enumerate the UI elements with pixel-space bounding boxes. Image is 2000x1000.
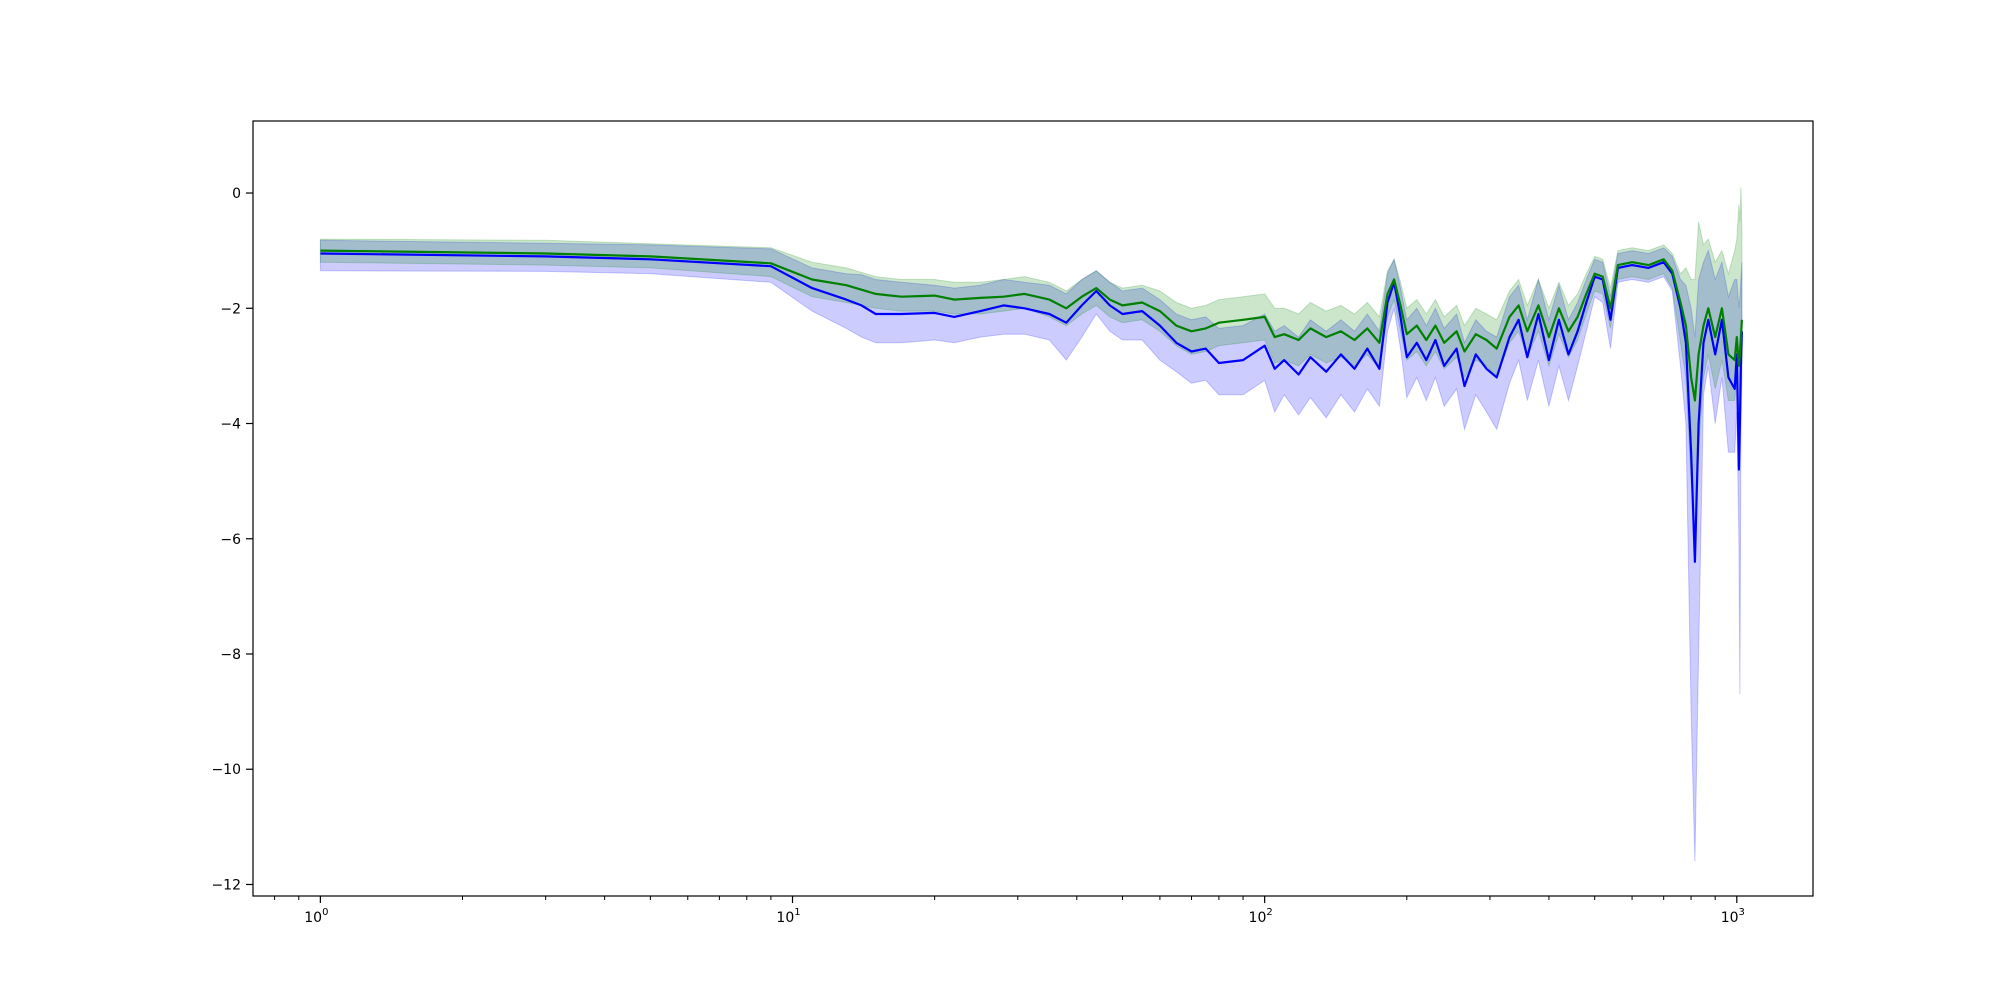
y-tick-label: 0: [232, 186, 241, 202]
y-tick-label: −10: [211, 762, 241, 778]
series-1-band: [319, 239, 1743, 862]
y-tick-label: −4: [220, 417, 241, 433]
y-tick-label: −2: [220, 301, 241, 317]
y-axis: 0 −2 −4 −6 −8 −10 −12: [211, 186, 253, 893]
x-tick-label: 102: [1249, 907, 1273, 926]
series-lines: [320, 249, 1743, 563]
x-tick-label: 103: [1721, 907, 1745, 926]
x-tick-label: 101: [776, 907, 800, 926]
y-tick-label: −12: [211, 877, 241, 893]
x-axis: 100 101 102 103: [274, 896, 1745, 926]
y-tick-label: −6: [220, 532, 241, 548]
x-tick-label: 100: [304, 907, 328, 926]
series-2-line: [320, 249, 1743, 402]
y-tick-label: −8: [220, 647, 241, 663]
series-1-line: [320, 252, 1743, 563]
plot-frame: [252, 120, 1814, 897]
